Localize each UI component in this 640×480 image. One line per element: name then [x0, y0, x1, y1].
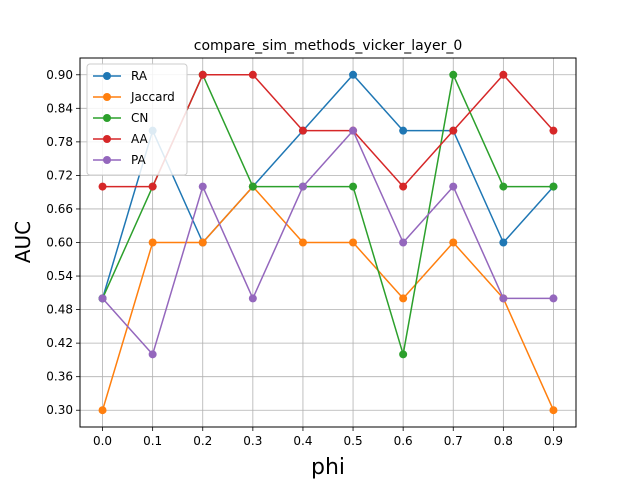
- data-point-aa: [449, 126, 458, 135]
- y-axis: 0.30 0.36 0.42 0.48 0.54 0.60 0.66 0.72 0.78 0.84…: [46, 68, 80, 417]
- data-point-pa: [449, 182, 458, 191]
- data-point-cn: [449, 70, 458, 79]
- x-tick-label: 0.3: [243, 434, 262, 448]
- data-point-pa: [399, 238, 408, 247]
- data-point-ra: [399, 126, 408, 135]
- data-point-aa: [499, 70, 508, 79]
- series-line-ra: [101, 74, 555, 299]
- x-axis: 0.0 0.1 0.2 0.3 0.4 0.5 0.6 0.7 0.8 0.9: [93, 427, 563, 448]
- legend-marker-aa: [103, 135, 111, 143]
- data-point-cn: [248, 182, 257, 191]
- y-tick-label: 0.54: [46, 269, 73, 283]
- data-point-pa: [349, 126, 358, 135]
- data-point-pa: [549, 294, 558, 303]
- data-point-jaccard: [349, 238, 358, 247]
- legend-marker-ra: [103, 72, 111, 80]
- legend-label-pa: PA: [131, 153, 146, 167]
- legend-label-cn: CN: [131, 111, 148, 125]
- data-point-aa: [298, 126, 307, 135]
- data-point-jaccard: [98, 406, 107, 415]
- legend-label-jaccard: Jaccard: [130, 90, 175, 104]
- data-point-ra: [349, 70, 358, 79]
- data-point-aa: [549, 126, 558, 135]
- legend-marker-cn: [103, 114, 111, 122]
- x-tick-label: 0.2: [193, 434, 212, 448]
- legend-box: [86, 63, 188, 176]
- x-tick-label: 0.0: [93, 434, 112, 448]
- chart-title: compare_sim_methods_vicker_layer_0: [194, 38, 463, 54]
- data-point-aa: [98, 182, 107, 191]
- grid: [80, 58, 576, 427]
- data-point-aa: [148, 182, 157, 191]
- x-tick-label: 0.9: [544, 434, 563, 448]
- series-line-pa: [101, 129, 554, 356]
- data-point-aa: [248, 70, 257, 79]
- data-point-cn: [549, 182, 558, 191]
- y-axis-title: AUC: [11, 221, 35, 263]
- data-point-aa: [198, 70, 207, 79]
- legend-marker-pa: [103, 156, 111, 164]
- y-tick-label: 0.72: [46, 168, 73, 182]
- y-tick-label: 0.90: [46, 68, 73, 82]
- y-tick-label: 0.78: [46, 135, 73, 149]
- data-point-pa: [248, 294, 257, 303]
- y-tick-label: 0.48: [46, 303, 73, 317]
- x-tick-label: 0.4: [293, 434, 312, 448]
- data-point-cn: [399, 350, 408, 359]
- data-point-ra: [499, 238, 508, 247]
- data-point-pa: [198, 182, 207, 191]
- y-tick-label: 0.66: [46, 202, 73, 216]
- data-point-pa: [148, 350, 157, 359]
- data-point-jaccard: [549, 406, 558, 415]
- data-point-cn: [349, 182, 358, 191]
- data-point-jaccard: [399, 294, 408, 303]
- legend-marker-jaccard: [103, 93, 111, 101]
- y-tick-label: 0.42: [46, 336, 73, 350]
- data-point-jaccard: [449, 238, 458, 247]
- legend-label-aa: AA: [131, 132, 149, 146]
- data-point-cn: [499, 182, 508, 191]
- data-point-pa: [298, 182, 307, 191]
- data-point-jaccard: [148, 238, 157, 247]
- series-layer: [98, 70, 558, 415]
- y-tick-label: 0.30: [46, 403, 73, 417]
- x-axis-title: phi: [311, 455, 345, 480]
- x-tick-label: 0.6: [394, 434, 413, 448]
- x-tick-label: 0.7: [444, 434, 463, 448]
- data-point-jaccard: [198, 238, 207, 247]
- data-point-pa: [98, 294, 107, 303]
- y-tick-label: 0.36: [46, 370, 73, 384]
- legend-label-ra: RA: [131, 69, 148, 83]
- legend: RA Jaccard CN AA PA: [86, 63, 188, 176]
- data-point-jaccard: [298, 238, 307, 247]
- y-tick-label: 0.60: [46, 236, 73, 250]
- x-tick-label: 0.8: [494, 434, 513, 448]
- y-tick-label: 0.84: [46, 101, 73, 115]
- data-point-pa: [499, 294, 508, 303]
- x-tick-label: 0.5: [344, 434, 363, 448]
- x-tick-label: 0.1: [143, 434, 162, 448]
- series-line-jaccard: [101, 185, 555, 411]
- data-point-aa: [399, 182, 408, 191]
